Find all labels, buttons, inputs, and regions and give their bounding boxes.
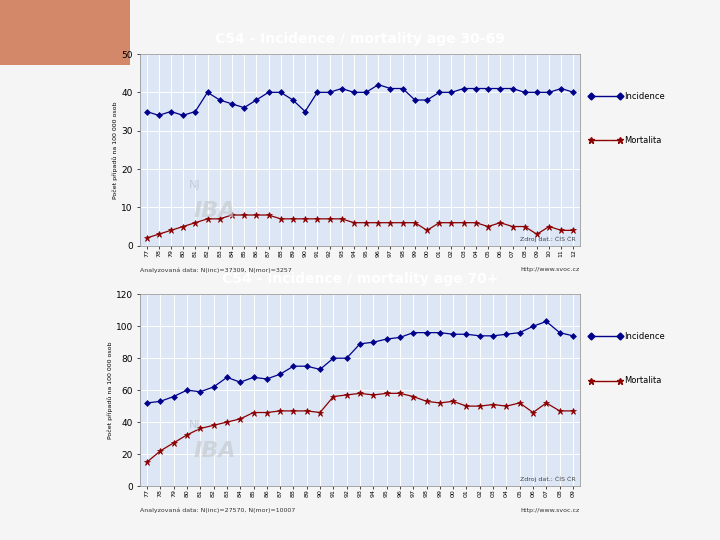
Text: http://www.svoc.cz: http://www.svoc.cz bbox=[521, 267, 580, 272]
Polygon shape bbox=[0, 0, 130, 65]
Text: IBA: IBA bbox=[193, 441, 235, 461]
Y-axis label: Počet případů na 100 000 osob: Počet případů na 100 000 osob bbox=[107, 341, 113, 439]
Text: C54 - Incidence / mortality age 70+: C54 - Incidence / mortality age 70+ bbox=[222, 273, 498, 286]
Text: Zdroj dat.: ČÍS ČR: Zdroj dat.: ČÍS ČR bbox=[520, 236, 575, 242]
Text: Incidence: Incidence bbox=[624, 332, 665, 341]
Text: NJ: NJ bbox=[189, 421, 200, 430]
Text: NJ: NJ bbox=[189, 180, 200, 190]
Text: C54 - Incidence / mortality age 30-69: C54 - Incidence / mortality age 30-69 bbox=[215, 32, 505, 46]
Text: http://www.svoc.cz: http://www.svoc.cz bbox=[521, 508, 580, 512]
Text: Zdroj dat.: ČÍS ČR: Zdroj dat.: ČÍS ČR bbox=[520, 476, 575, 482]
Text: Analyzovaná data: N(inc)=37309, N(mor)=3257: Analyzovaná data: N(inc)=37309, N(mor)=3… bbox=[140, 267, 292, 273]
Text: Analyzovaná data: N(inc)=27570, N(mor)=10007: Analyzovaná data: N(inc)=27570, N(mor)=1… bbox=[140, 508, 296, 513]
Y-axis label: Počet případů na 100 000 osob: Počet případů na 100 000 osob bbox=[113, 101, 119, 199]
Text: IBA: IBA bbox=[193, 201, 235, 221]
Text: Mortalita: Mortalita bbox=[624, 376, 662, 385]
Text: Incidence: Incidence bbox=[624, 92, 665, 100]
Text: Mortalita: Mortalita bbox=[624, 136, 662, 145]
